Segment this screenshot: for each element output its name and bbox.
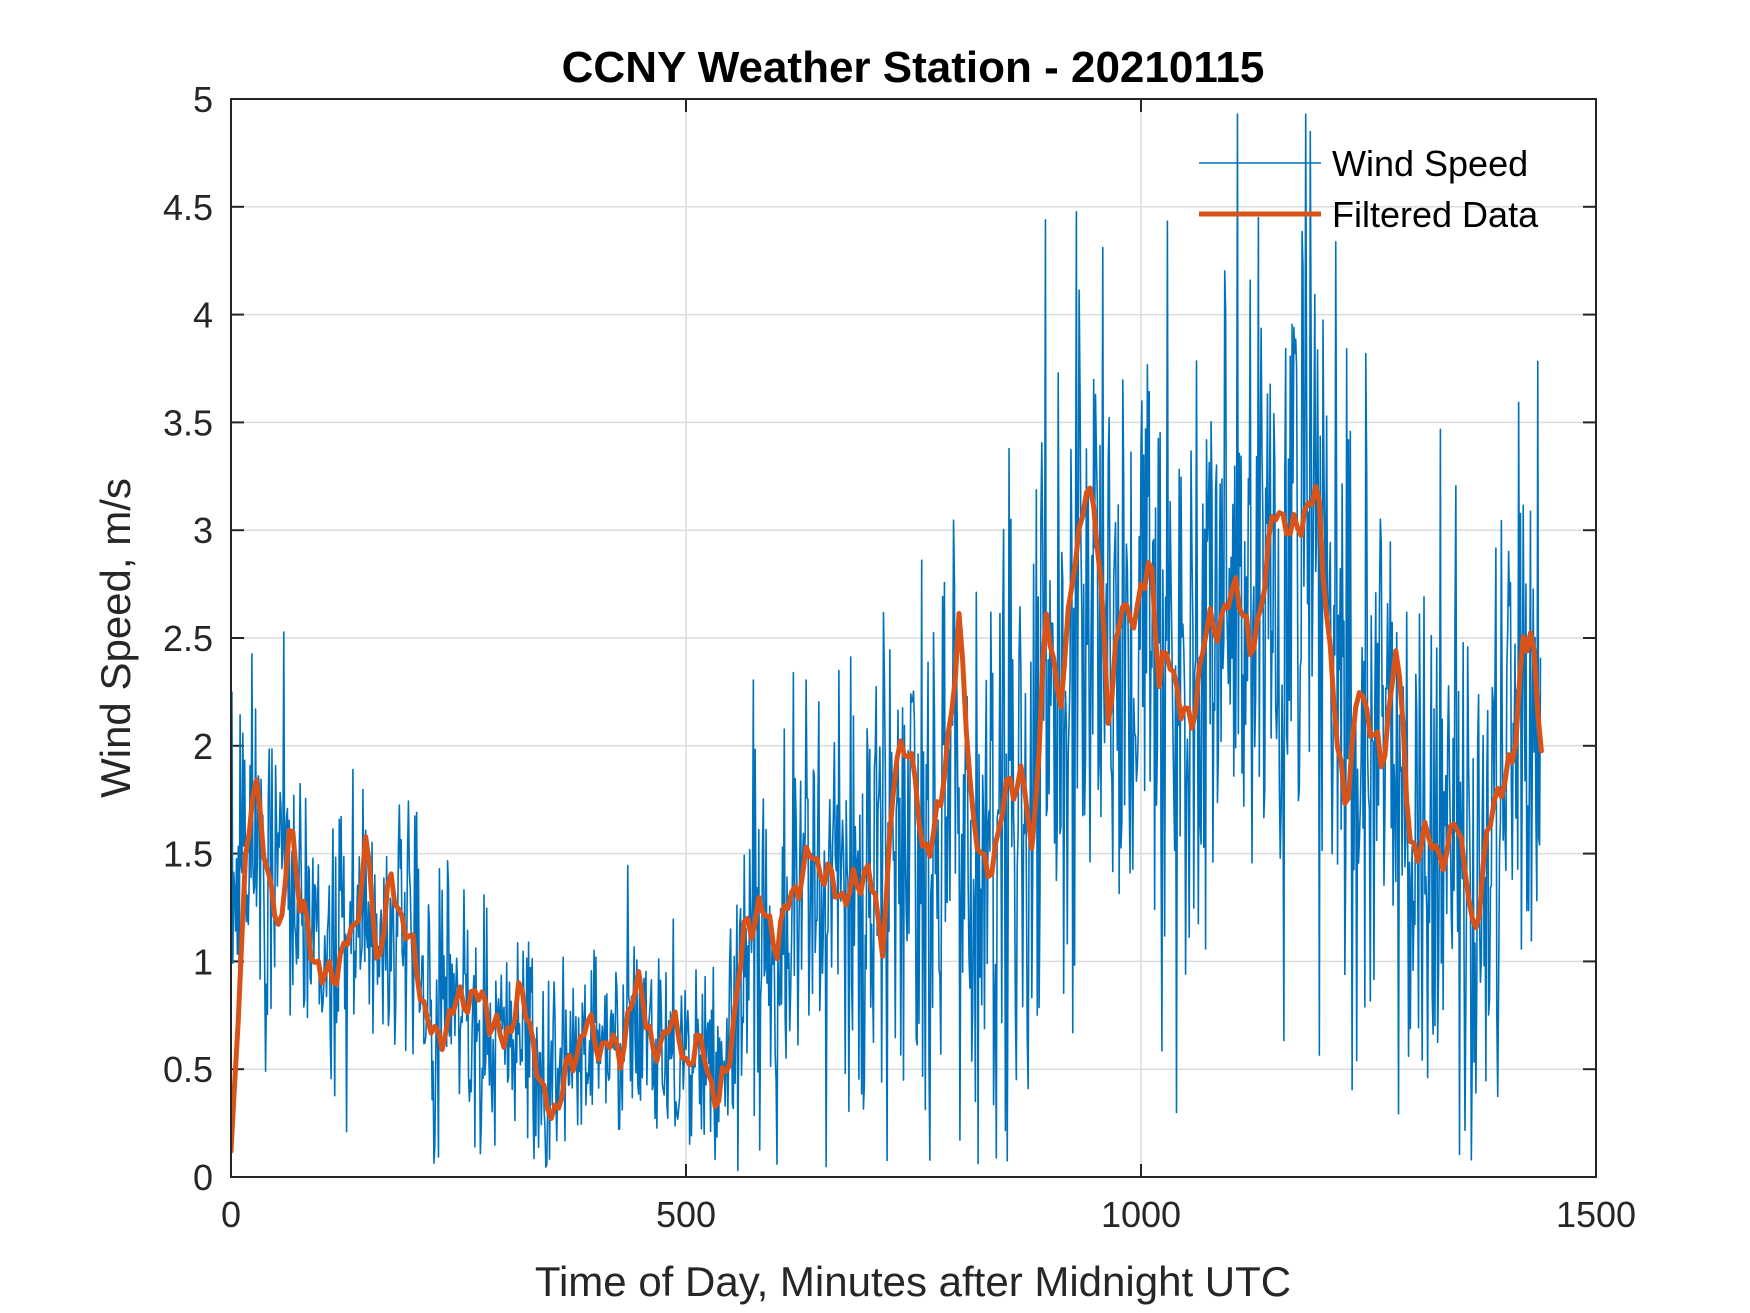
y-tick-label: 1.5 [163, 834, 213, 875]
y-tick-label: 2 [193, 726, 213, 767]
legend: Wind Speed Filtered Data [1199, 143, 1539, 235]
y-tick-label: 4.5 [163, 187, 213, 228]
x-tick-label: 0 [221, 1194, 241, 1235]
x-tick-label: 1500 [1556, 1194, 1636, 1235]
x-tick-labels: 0 500 1000 1500 [221, 1194, 1636, 1235]
legend-label-filtered-data: Filtered Data [1332, 194, 1539, 235]
x-axis-label: Time of Day, Minutes after Midnight UTC [535, 1258, 1291, 1305]
axes-box [230, 98, 1597, 1178]
y-tick-label: 3.5 [163, 402, 213, 443]
series-line-filtered-data [231, 483, 1544, 1154]
y-tick-label: 2.5 [163, 618, 213, 659]
y-tick-labels: 0 0.5 1 1.5 2 2.5 3 3.5 4 4.5 5 [163, 79, 213, 1198]
legend-label-wind-speed: Wind Speed [1332, 143, 1528, 184]
chart-title: CCNY Weather Station - 20210115 [562, 43, 1265, 92]
y-tick-label: 5 [193, 79, 213, 120]
y-tick-label: 4 [193, 295, 213, 336]
y-tick-label: 0.5 [163, 1049, 213, 1090]
y-axis-label: Wind Speed, m/s [92, 478, 139, 798]
x-tick-label: 500 [656, 1194, 716, 1235]
y-tick-label: 3 [193, 510, 213, 551]
y-tick-label: 0 [193, 1157, 213, 1198]
y-tick-label: 1 [193, 941, 213, 982]
x-tick-label: 1000 [1101, 1194, 1181, 1235]
plot-area [231, 113, 1544, 1172]
